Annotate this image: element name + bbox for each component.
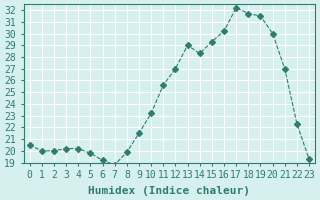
X-axis label: Humidex (Indice chaleur): Humidex (Indice chaleur) [88,186,250,196]
